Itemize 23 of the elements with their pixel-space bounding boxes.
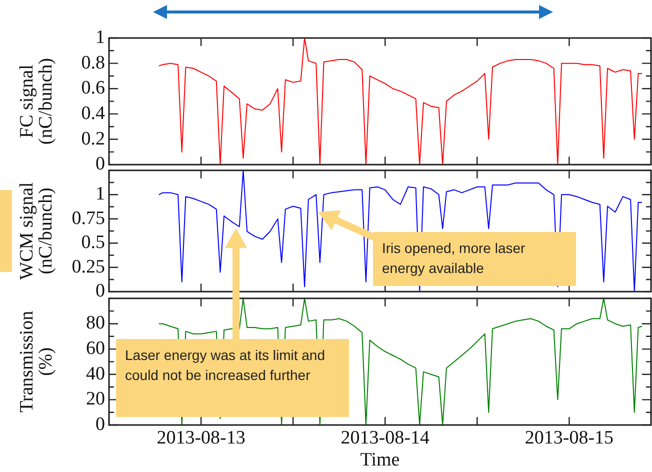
y-tick-label: 60: [86, 338, 105, 360]
y-tick-label: 20: [86, 388, 105, 410]
y-tick-label: 0.75: [72, 208, 105, 229]
x-tick-label: 2013-08-13: [156, 427, 246, 448]
y-tick-label: 0.8: [81, 52, 105, 74]
y-tick-label: 0.2: [81, 128, 105, 150]
y-axis-title: Transmission (%): [16, 310, 56, 413]
x-tick-label: 2013-08-15: [524, 427, 614, 448]
x-tick-label: 2013-08-14: [340, 427, 430, 448]
y-tick-label: 0: [96, 280, 105, 302]
y-tick-label: 1: [96, 184, 105, 205]
y-tick-label: 40: [86, 363, 105, 384]
y-tick-label: 0: [96, 414, 105, 435]
y-axis-title: WCM signal (nC/bunch): [16, 182, 56, 280]
y-tick-label: 0.25: [72, 256, 105, 278]
y-tick-label: 80: [86, 312, 105, 334]
y-tick-label: 1: [96, 26, 105, 48]
y-tick-label: 0.5: [81, 232, 105, 254]
y-tick-label: 0.6: [81, 78, 105, 99]
y-tick-label: 0.4: [81, 102, 106, 124]
y-axis-title: FC signal (nC/bunch): [16, 58, 56, 145]
y-tick-label: 0: [96, 154, 105, 175]
x-axis-title: Time: [360, 450, 400, 471]
